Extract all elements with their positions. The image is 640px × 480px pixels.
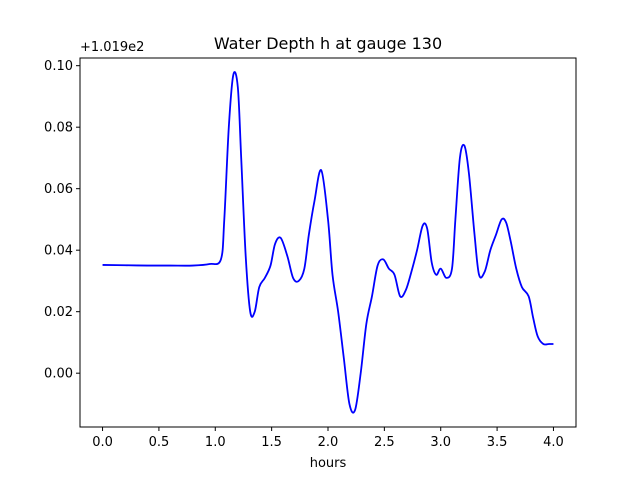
y-tick-label: 0.04 [44, 244, 73, 259]
x-tick-label: 3.5 [487, 435, 508, 450]
x-tick-label: 0.0 [92, 435, 113, 450]
y-tick-label: 0.02 [44, 305, 73, 320]
y-tick-label: 0.08 [44, 121, 73, 136]
x-tick-label: 2.0 [318, 435, 339, 450]
y-axis: 0.00 0.02 0.04 0.06 0.08 0.10 [44, 59, 80, 382]
x-tick-label: 3.0 [430, 435, 451, 450]
x-tick-label: 0.5 [149, 435, 170, 450]
y-tick-label: 0.10 [44, 59, 73, 74]
x-tick-label: 2.5 [374, 435, 395, 450]
x-tick-label: 1.0 [205, 435, 226, 450]
y-tick-label: 0.06 [44, 182, 73, 197]
x-axis-label: hours [310, 456, 347, 471]
series-line [102, 71, 554, 414]
plot-frame [79, 57, 577, 428]
y-offset-label: +1.019e2 [80, 40, 144, 55]
y-tick-label: 0.00 [44, 367, 73, 382]
x-tick-label: 1.5 [261, 435, 282, 450]
x-tick-label: 4.0 [543, 435, 564, 450]
x-axis: 0.0 0.5 1.0 1.5 2.0 2.5 3.0 3.5 4.0 [92, 427, 564, 450]
chart-title: Water Depth h at gauge 130 [214, 34, 442, 53]
